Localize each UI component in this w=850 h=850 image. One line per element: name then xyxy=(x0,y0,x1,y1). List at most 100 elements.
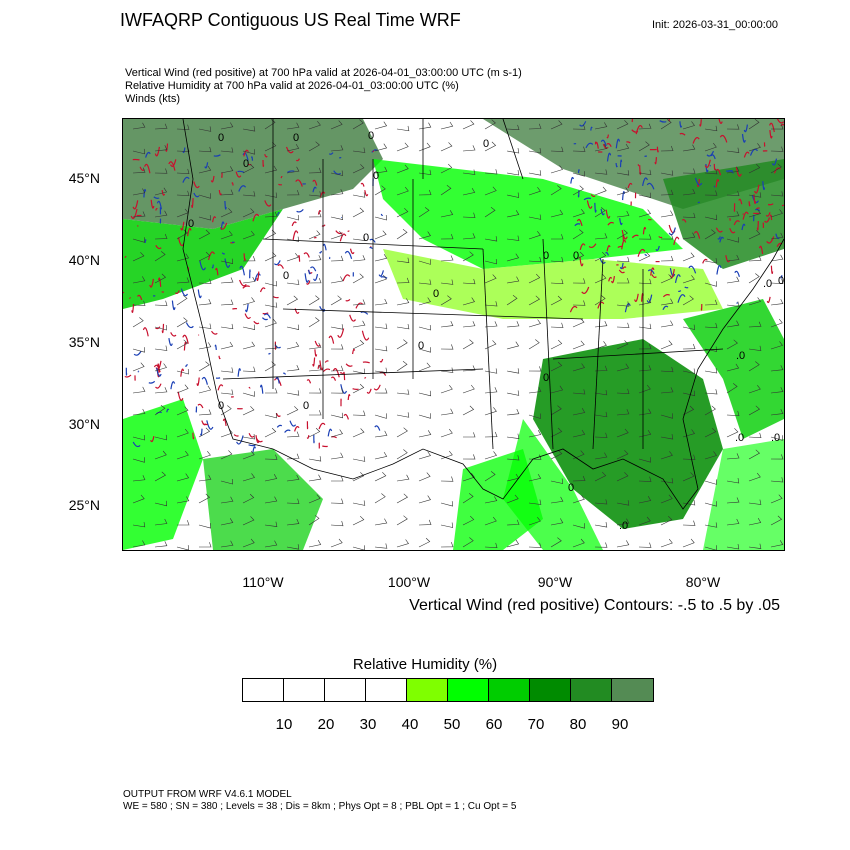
wind-barb xyxy=(264,280,277,287)
vertical-wind-contour xyxy=(364,190,369,197)
vertical-wind-contour xyxy=(168,338,173,347)
wind-barb xyxy=(484,258,497,265)
wind-barb xyxy=(330,365,344,372)
vertical-wind-contour xyxy=(656,146,659,153)
vertical-wind-contour xyxy=(369,238,376,243)
wind-barb xyxy=(704,299,718,306)
wind-barb xyxy=(704,169,718,175)
wind-barb xyxy=(748,192,762,198)
wind-barb xyxy=(682,368,696,374)
vertical-wind-contour xyxy=(379,358,384,363)
vertical-wind-contour xyxy=(606,152,612,162)
wind-barb xyxy=(550,146,564,152)
wind-barb xyxy=(198,385,212,394)
vertical-wind-contour xyxy=(577,190,580,198)
wind-barb xyxy=(704,427,717,438)
wind-barb xyxy=(572,389,586,395)
wind-barb xyxy=(352,299,366,306)
wind-barb xyxy=(440,210,454,218)
wind-barb xyxy=(220,208,233,218)
vertical-wind-contour xyxy=(149,278,154,288)
vertical-wind-contour xyxy=(184,363,188,367)
wind-barb xyxy=(616,256,630,263)
vertical-wind-contour xyxy=(579,243,586,251)
wind-barb xyxy=(748,499,762,505)
colorbar-swatch xyxy=(325,679,366,701)
vertical-wind-contour xyxy=(210,175,215,183)
wind-barb xyxy=(198,146,212,153)
subtitle-relative-humidity: Relative Humidity at 700 hPa valid at 20… xyxy=(125,80,459,92)
vertical-wind-contour xyxy=(156,200,162,210)
wind-barb xyxy=(330,295,342,306)
wind-barbs xyxy=(132,119,784,550)
wind-barb xyxy=(264,211,278,218)
wind-barb xyxy=(418,390,432,397)
wind-barb xyxy=(374,185,386,196)
vertical-wind-contour xyxy=(310,266,317,272)
wind-barb xyxy=(154,345,168,351)
wind-barb xyxy=(616,500,630,506)
wind-barb xyxy=(616,229,628,240)
plot-title: IWFAQRP Contiguous US Real Time WRF xyxy=(120,10,461,30)
vertical-wind-contour xyxy=(570,176,574,184)
vertical-wind-contour xyxy=(202,422,208,426)
vertical-wind-contour xyxy=(314,349,318,357)
vertical-wind-contour xyxy=(586,200,593,209)
vertical-wind-contour xyxy=(626,141,631,144)
wind-barb xyxy=(396,164,409,174)
wind-barb xyxy=(770,515,783,526)
wind-barb xyxy=(154,233,168,240)
vertical-wind-contour xyxy=(332,368,340,378)
colorbar-swatch xyxy=(530,679,571,701)
contour-label: 0 xyxy=(188,218,194,230)
wind-barb xyxy=(550,165,563,174)
wind-barb xyxy=(682,390,696,397)
vertical-wind-contour xyxy=(631,129,639,133)
wind-barb xyxy=(682,188,696,196)
vertical-wind-contour xyxy=(243,253,246,261)
wind-barb xyxy=(616,210,630,218)
vertical-wind-contour xyxy=(369,246,373,250)
colorbar-tick-label: 20 xyxy=(317,716,335,733)
vertical-wind-contour xyxy=(196,377,200,386)
vertical-wind-contour xyxy=(662,305,669,311)
wind-barb xyxy=(770,278,784,285)
vertical-wind-contour xyxy=(699,119,702,127)
vertical-wind-contour xyxy=(239,265,245,276)
wind-barb xyxy=(506,210,520,218)
wind-barb xyxy=(396,361,408,372)
vertical-wind-contour xyxy=(217,384,224,391)
wind-barb xyxy=(132,386,146,394)
wind-barb xyxy=(726,518,740,526)
vertical-wind-contour xyxy=(781,204,784,207)
colorbar-tick-label: 70 xyxy=(527,716,545,733)
wind-barb xyxy=(132,362,145,372)
wind-barb xyxy=(726,383,738,394)
wind-barb xyxy=(198,342,212,350)
wind-barb xyxy=(198,523,211,529)
wind-barb xyxy=(594,251,607,262)
wind-barb xyxy=(352,320,366,328)
vertical-wind-contour xyxy=(155,326,161,330)
wind-barb xyxy=(616,340,629,350)
vertical-wind-contour xyxy=(718,119,723,124)
vertical-wind-contour xyxy=(608,276,613,282)
vertical-wind-contour xyxy=(621,229,628,240)
wind-barb xyxy=(396,298,410,306)
wind-barb xyxy=(242,433,256,440)
wind-barb xyxy=(154,387,168,394)
vertical-wind-contour xyxy=(762,181,766,191)
wind-barb xyxy=(682,324,696,330)
wind-barb xyxy=(308,211,322,218)
vertical-wind-contour xyxy=(137,370,140,373)
wind-barb xyxy=(308,191,322,197)
vertical-wind-contour xyxy=(219,222,228,230)
wind-barb xyxy=(484,407,497,416)
vertical-wind-contour xyxy=(710,154,716,160)
vertical-wind-contour xyxy=(136,294,143,301)
wind-barb xyxy=(506,408,520,416)
vertical-wind-contour xyxy=(618,269,625,274)
wind-barb xyxy=(132,188,146,196)
vertical-wind-contour xyxy=(583,197,591,201)
wind-barb xyxy=(176,124,190,130)
